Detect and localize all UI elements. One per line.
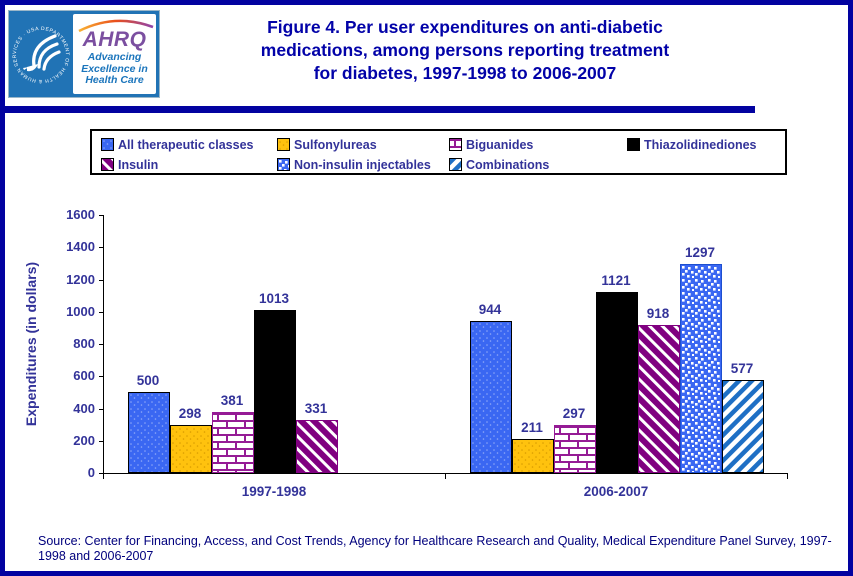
bar-all-therapeutic-classes-1997-1998 (128, 392, 170, 473)
ahrq-arc-icon (78, 19, 154, 33)
chart-legend: All therapeutic classes Sulfonylureas Bigu… (90, 129, 787, 175)
bar-value-label: 577 (730, 361, 754, 376)
legend-swatch-icon (101, 138, 114, 151)
header-divider-bar (5, 106, 755, 113)
legend-item-non-insulin-injectables: Non-insulin injectables (277, 156, 450, 173)
bar-biguanides-2006-2007 (554, 425, 596, 473)
y-tick-label: 600 (73, 368, 95, 384)
legend-swatch-icon (101, 158, 114, 171)
legend-item-biguanides: Biguanides (449, 136, 628, 153)
y-tick-label: 200 (73, 432, 95, 448)
x-tick-mark (787, 474, 788, 479)
y-tick-label: 1600 (66, 207, 95, 222)
y-tick-mark (99, 473, 104, 474)
bar-insulin-2006-2007 (638, 325, 680, 473)
category-label-2006-2007: 2006-2007 (583, 484, 649, 499)
plot-area (103, 215, 788, 474)
y-tick-label: 1400 (66, 239, 95, 255)
category-label-1997-1998: 1997-1998 (241, 484, 307, 499)
legend-item-all-therapeutic-classes: All therapeutic classes (101, 136, 278, 153)
y-tick-mark (99, 247, 104, 249)
y-tick-mark (99, 311, 104, 313)
figure-title: Figure 4. Per user expenditures on anti-… (260, 17, 670, 83)
legend-swatch-icon (277, 138, 290, 151)
y-axis-title: Expenditures (in dollars) (23, 261, 39, 427)
bar-combinations-2006-2007 (722, 380, 764, 473)
bar-all-therapeutic-classes-2006-2007 (470, 321, 512, 473)
ahrq-tagline: Advancing Excellence in Health Care (81, 51, 148, 86)
bar-value-label: 297 (562, 406, 586, 421)
bar-value-label: 944 (478, 302, 502, 317)
bar-value-label: 331 (304, 401, 328, 416)
bar-sulfonylureas-1997-1998 (170, 425, 212, 473)
bar-thiazolidinediones-2006-2007 (596, 292, 638, 473)
legend-item-label: Insulin (118, 157, 159, 172)
x-tick-mark (445, 474, 446, 479)
hhs-seal-icon: DEPARTMENT OF HEALTH & HUMAN SERVICES · … (9, 11, 73, 97)
y-tick-mark (99, 376, 104, 378)
legend-item-label: All therapeutic classes (118, 137, 254, 152)
bar-non-insulin-injectables-2006-2007 (680, 264, 722, 473)
legend-item-label: Sulfonylureas (294, 137, 377, 152)
y-tick-mark (99, 215, 104, 216)
bar-biguanides-1997-1998 (212, 412, 254, 473)
y-tick-label: 400 (73, 400, 95, 416)
legend-swatch-icon (277, 158, 290, 171)
y-tick-mark (99, 440, 104, 442)
bar-value-label: 381 (220, 393, 244, 408)
legend-swatch-icon (449, 138, 462, 151)
y-tick-label: 0 (87, 465, 95, 480)
bar-value-label: 1297 (684, 245, 716, 260)
legend-item-label: Thiazolidinediones (644, 137, 757, 152)
hhs-ahrq-logo: DEPARTMENT OF HEALTH & HUMAN SERVICES · … (8, 10, 160, 98)
legend-item-label: Non-insulin injectables (294, 157, 431, 172)
y-tick-label: 1000 (66, 303, 95, 319)
legend-item-insulin: Insulin (101, 156, 278, 173)
y-tick-mark (99, 279, 104, 281)
bar-value-label: 500 (136, 373, 160, 388)
y-tick-mark (99, 408, 104, 410)
legend-item-combinations: Combinations (449, 156, 628, 173)
legend-item-label: Combinations (466, 157, 550, 172)
bar-insulin-1997-1998 (296, 420, 338, 473)
y-tick-label: 1200 (66, 271, 95, 287)
x-tick-mark (103, 474, 104, 479)
bar-sulfonylureas-2006-2007 (512, 439, 554, 473)
ahrq-logo: AHRQ Advancing Excellence in Health Care (73, 14, 156, 94)
legend-item-label: Biguanides (466, 137, 534, 152)
bar-value-label: 918 (646, 306, 670, 321)
legend-swatch-icon (449, 158, 462, 171)
source-note: Source: Center for Financing, Access, an… (38, 534, 832, 563)
ahrq-wordmark: AHRQ (82, 28, 147, 51)
legend-swatch-icon (627, 138, 640, 151)
bar-value-label: 1013 (258, 291, 290, 306)
y-tick-label: 800 (73, 336, 95, 351)
bar-thiazolidinediones-1997-1998 (254, 310, 296, 473)
y-tick-mark (99, 344, 104, 345)
bar-value-label: 211 (521, 420, 543, 435)
legend-item-sulfonylureas: Sulfonylureas (277, 136, 450, 153)
bar-value-label: 298 (178, 406, 202, 421)
bar-value-label: 1121 (601, 273, 631, 288)
legend-item-thiazolidinediones: Thiazolidinediones (627, 136, 785, 153)
